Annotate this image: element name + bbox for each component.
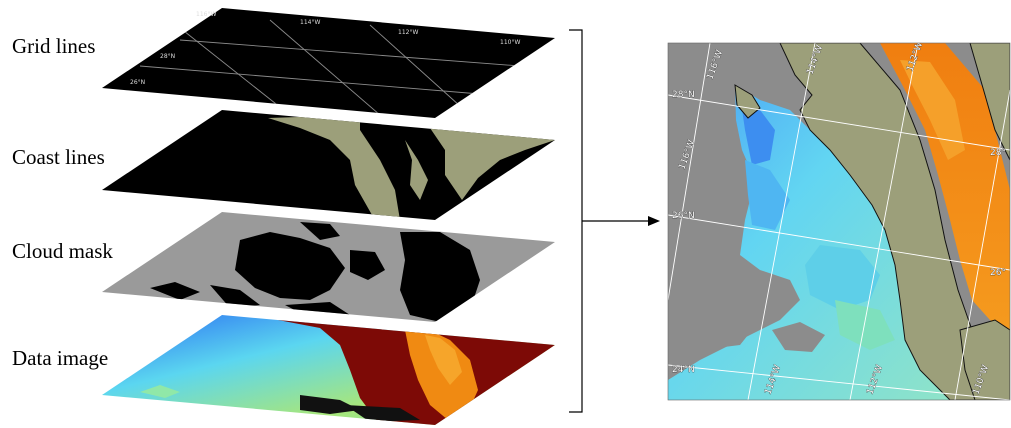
data-image-layer xyxy=(102,315,555,425)
layer-label-cloud-mask: Cloud mask xyxy=(12,239,113,263)
layer-label-coast-lines: Coast lines xyxy=(12,145,105,169)
svg-text:114°W: 114°W xyxy=(300,19,320,26)
svg-text:116°W: 116°W xyxy=(196,11,216,18)
svg-text:26°N: 26°N xyxy=(130,79,145,86)
layer-label-data-image: Data image xyxy=(12,346,109,370)
composite-arrow xyxy=(569,29,660,413)
svg-text:28°N: 28°N xyxy=(160,53,175,60)
svg-text:24°N: 24°N xyxy=(672,365,695,375)
coast-lines-layer xyxy=(102,110,555,220)
composite-map: 28°N 26°N 26° 24°N 28° 116°W 114°W 112°W… xyxy=(668,43,1010,400)
svg-text:26°N: 26°N xyxy=(672,211,695,221)
grid-lines-layer: 116°W 114°W 112°W 110°W 28°N 26°N xyxy=(102,8,555,118)
svg-text:28°N: 28°N xyxy=(672,90,695,100)
svg-text:112°W: 112°W xyxy=(398,29,418,36)
svg-text:26°: 26° xyxy=(990,268,1006,278)
layer-label-grid-lines: Grid lines xyxy=(12,34,96,58)
svg-text:28°: 28° xyxy=(990,148,1006,158)
svg-text:110°W: 110°W xyxy=(500,39,520,46)
cloud-mask-layer xyxy=(102,212,555,322)
